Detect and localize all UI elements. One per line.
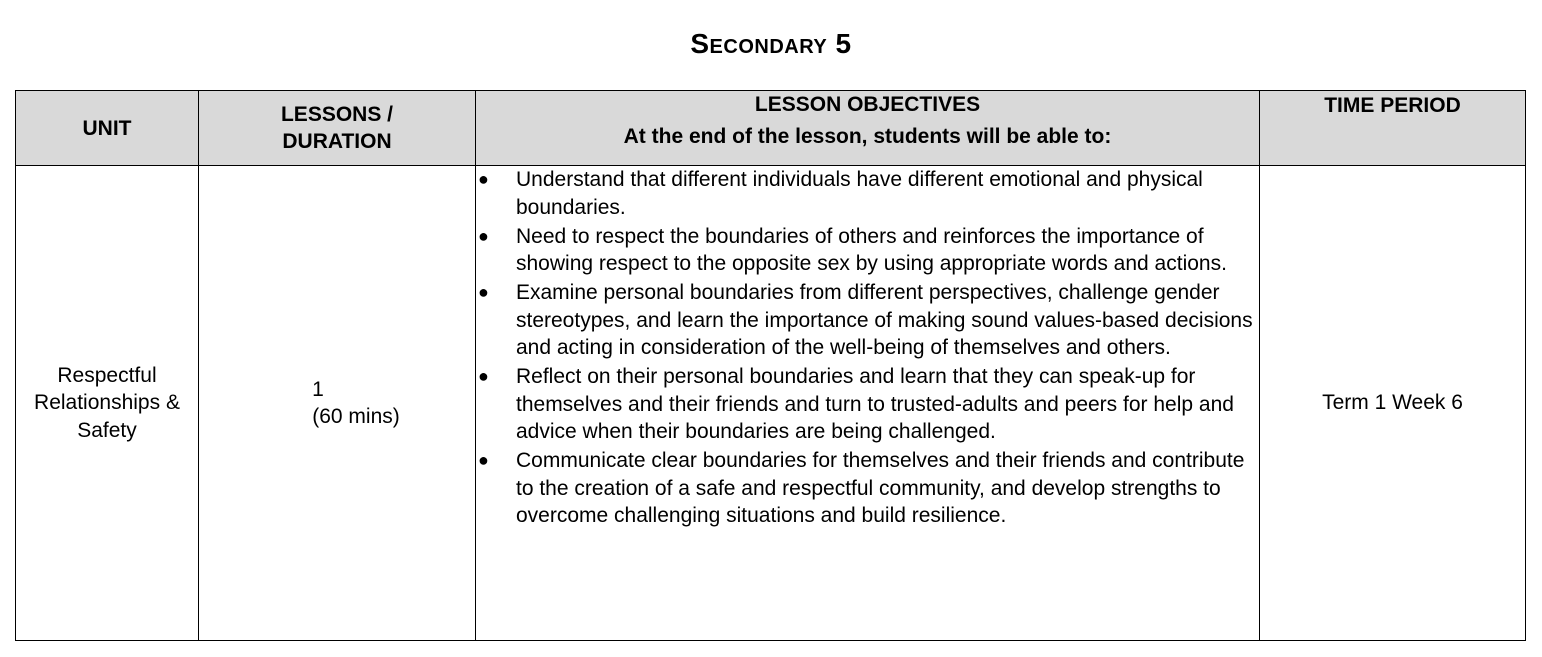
- header-lessons-label: LESSONS / DURATION: [280, 103, 394, 153]
- list-item: ● Examine personal boundaries from differ…: [476, 279, 1259, 362]
- objectives-list: ● Understand that different individuals h…: [476, 166, 1259, 530]
- header-lesson-objectives: LESSON OBJECTIVES At the end of the less…: [475, 90, 1260, 166]
- header-time-period-label: TIME PERIOD: [1324, 94, 1461, 117]
- header-lessons-duration: LESSONS / DURATION: [198, 90, 476, 166]
- bullet-icon: ●: [478, 225, 489, 246]
- page-title: Secondary 5: [690, 28, 852, 59]
- unit-cell: Respectful Relationships & Safety: [15, 165, 199, 641]
- lesson-count: 1: [312, 377, 324, 401]
- list-item: ● Understand that different individuals h…: [476, 166, 1259, 221]
- lesson-duration: (60 mins): [312, 405, 400, 428]
- unit-name: Respectful Relationships & Safety: [34, 363, 180, 442]
- table-body: Respectful Relationships & Safety 1 (60 …: [15, 165, 1526, 641]
- list-item: ● Need to respect the boundaries of other…: [476, 223, 1259, 278]
- header-objectives-title: LESSON OBJECTIVES: [754, 93, 981, 116]
- objectives-cell: ● Understand that different individuals h…: [475, 165, 1260, 641]
- time-period-cell: Term 1 Week 6: [1259, 165, 1526, 641]
- header-objectives-subtitle: At the end of the lesson, students will …: [623, 125, 1112, 148]
- header-row: UNIT LESSONS / DURATION LESSON OBJECTIVE…: [15, 90, 1526, 166]
- lesson-schedule-table: UNIT LESSONS / DURATION LESSON OBJECTIVE…: [15, 90, 1526, 641]
- list-item: ● Reflect on their personal boundaries an…: [476, 363, 1259, 446]
- objective-text: Reflect on their personal boundaries and…: [516, 365, 1234, 443]
- bullet-icon: ●: [478, 169, 489, 189]
- objective-text: Examine personal boundaries from differe…: [516, 281, 1253, 359]
- objective-text: Understand that different individuals ha…: [516, 168, 1203, 219]
- time-period-value: Term 1 Week 6: [1322, 391, 1463, 415]
- bullet-icon: ●: [478, 282, 489, 302]
- objective-text: Need to respect the boundaries of others…: [516, 224, 1227, 276]
- table-row: Respectful Relationships & Safety 1 (60 …: [15, 165, 1526, 641]
- lessons-cell: 1 (60 mins): [198, 165, 476, 641]
- header-unit: UNIT: [15, 90, 199, 166]
- objective-text: Communicate clear boundaries for themsel…: [516, 449, 1245, 527]
- bullet-icon: ●: [478, 450, 489, 470]
- list-item: ● Communicate clear boundaries for themse…: [476, 447, 1259, 530]
- header-time-period: TIME PERIOD: [1259, 90, 1526, 166]
- bullet-icon: ●: [478, 366, 489, 386]
- table-header: UNIT LESSONS / DURATION LESSON OBJECTIVE…: [15, 90, 1526, 166]
